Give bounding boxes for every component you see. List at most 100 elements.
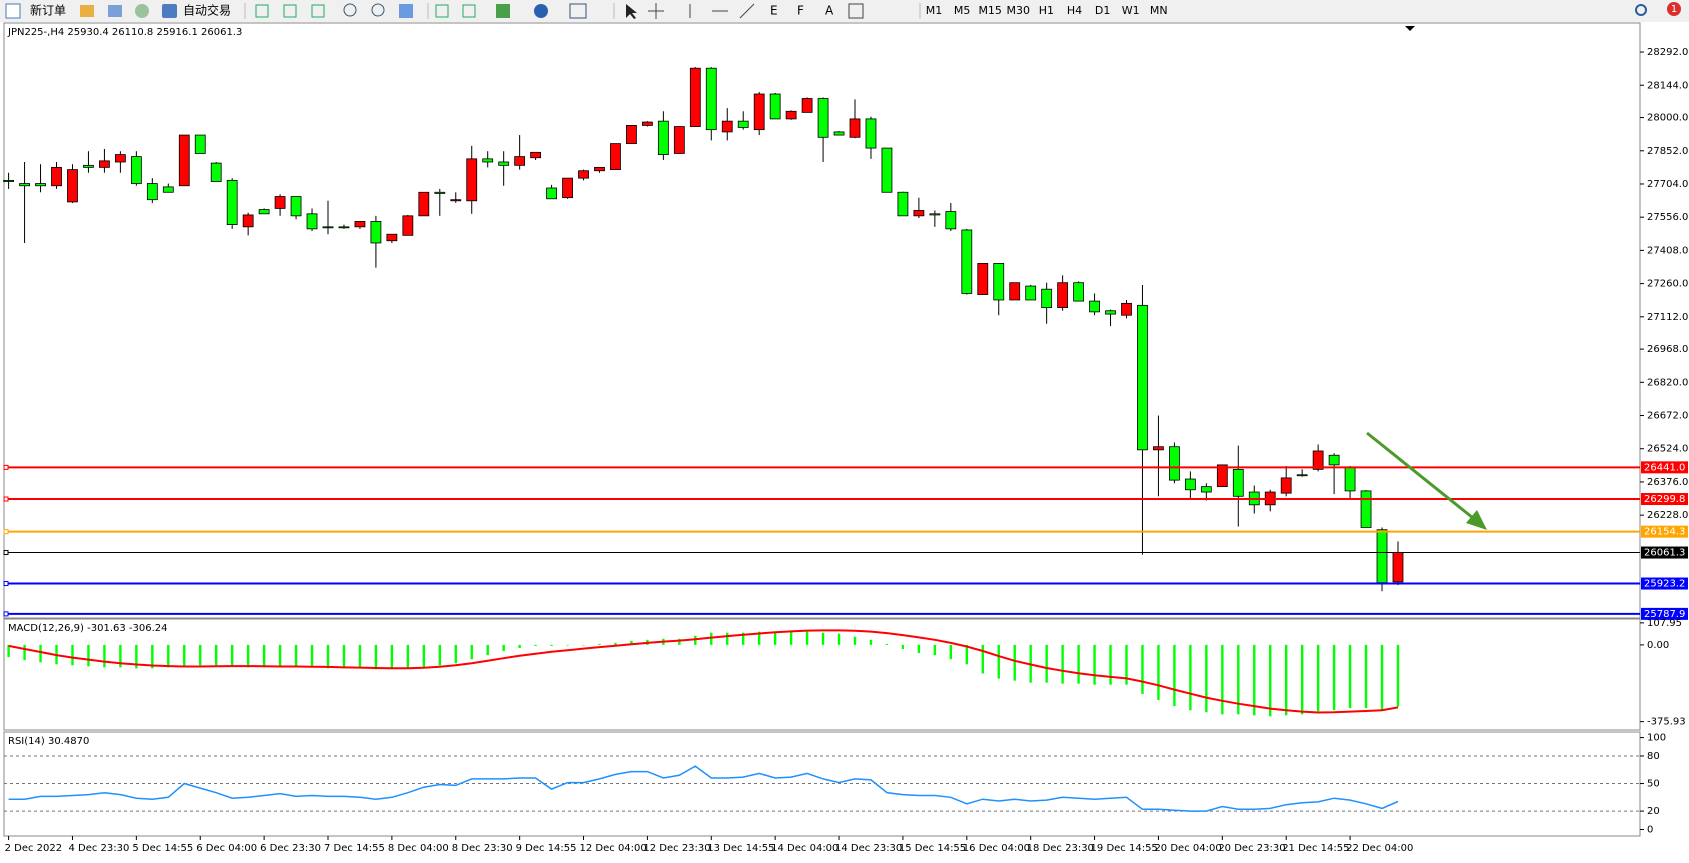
candle-body: [562, 177, 573, 199]
candle-body: [689, 67, 701, 127]
icon[interactable]: [311, 4, 325, 18]
candle-body: [386, 233, 398, 242]
candle-body: [1392, 552, 1404, 583]
histogram-bar: [502, 644, 505, 652]
icon[interactable]: [462, 4, 476, 18]
price-level-handle: [3, 611, 9, 617]
timeframe-button[interactable]: MN: [1150, 4, 1168, 17]
tool-icon[interactable]: A: [825, 4, 834, 18]
auto-trading[interactable]: 自动交易: [183, 3, 231, 18]
histogram-bar: [390, 644, 394, 670]
candle-body: [83, 164, 94, 168]
y-tick-label: 26376.0: [1647, 477, 1688, 488]
new-order[interactable]: 新订单: [30, 3, 66, 18]
auto-trading-icon[interactable]: [162, 4, 177, 18]
histogram-bar: [566, 644, 569, 646]
histogram-bar: [39, 644, 42, 663]
candle-body: [737, 120, 749, 128]
tool-icon[interactable]: [848, 3, 864, 19]
price-level-label: 25923.2: [1644, 579, 1685, 590]
candle-body: [705, 67, 717, 131]
icon[interactable]: [371, 3, 385, 17]
tool-icon[interactable]: F: [797, 4, 804, 18]
histogram-bar: [1205, 644, 1208, 713]
histogram-bar: [518, 644, 521, 648]
icon[interactable]: [343, 3, 357, 17]
candle-body: [1169, 446, 1180, 481]
cursor-icon[interactable]: [626, 4, 637, 19]
price-level-handle: [3, 464, 9, 470]
price-level-handle: [3, 529, 9, 535]
icon[interactable]: [435, 4, 449, 18]
histogram-bar: [470, 644, 473, 660]
candle-body: [3, 179, 14, 182]
icon[interactable]: [496, 4, 510, 18]
price-level-box: [1641, 525, 1688, 538]
candle-body: [865, 118, 877, 149]
candle-body: [1153, 446, 1164, 451]
histogram-bar: [630, 640, 633, 645]
histogram-bar: [1332, 644, 1336, 711]
shift-marker: [1405, 26, 1415, 31]
notification-badge[interactable]: [1667, 2, 1681, 16]
x-tick-label: 20 Dec 04:00: [1154, 843, 1221, 854]
icon[interactable]: [135, 4, 149, 18]
candle-body: [769, 93, 781, 120]
tool-icon[interactable]: E: [770, 4, 778, 18]
histogram-bar: [1173, 644, 1176, 707]
price-level-handle: [3, 550, 9, 556]
x-tick-label: 8 Dec 04:00: [388, 843, 449, 854]
histogram-bar: [1316, 644, 1320, 712]
candle-body: [402, 215, 414, 236]
candle-body: [1137, 304, 1148, 451]
candle-body: [35, 183, 46, 187]
timeframe-button[interactable]: M30: [1007, 4, 1031, 17]
histogram-bar: [1285, 644, 1288, 716]
candle-body: [801, 98, 813, 113]
panel-title: RSI(14) 30.4870: [8, 736, 89, 747]
candle-body: [961, 229, 973, 294]
histogram-bar: [294, 644, 298, 668]
timeframe-button[interactable]: D1: [1095, 4, 1110, 17]
timeframe-button[interactable]: H4: [1067, 4, 1082, 17]
new-order-icon[interactable]: [5, 3, 21, 19]
plots: JPN225-,H4 25930.4 26110.8 25916.1 26061…: [3, 27, 1688, 854]
histogram-bar: [1237, 644, 1240, 715]
icon[interactable]: [80, 5, 94, 17]
icon[interactable]: [283, 4, 297, 18]
icon[interactable]: [108, 5, 122, 17]
y-tick-label: 27852.0: [1647, 146, 1688, 157]
icon[interactable]: [255, 4, 269, 18]
timeframe-button[interactable]: M15: [978, 4, 1002, 17]
price-level-label: 26154.3: [1644, 527, 1685, 538]
candle-body: [1200, 486, 1212, 493]
icon[interactable]: [569, 3, 587, 19]
candle-body: [242, 214, 254, 228]
trendline-icon[interactable]: [739, 3, 755, 19]
timeframe-button[interactable]: W1: [1122, 4, 1140, 17]
y-tick-label: 0.00: [1647, 640, 1669, 651]
price-level-box: [1641, 577, 1688, 590]
histogram-bar: [550, 644, 553, 646]
histogram-bar: [278, 644, 282, 668]
toolbar-bg: [0, 0, 1689, 22]
candle-body: [178, 134, 190, 187]
histogram-bar: [23, 644, 26, 661]
icon[interactable]: [399, 4, 413, 18]
candle-body: [146, 183, 158, 201]
icon[interactable]: [534, 4, 548, 18]
search-icon[interactable]: [1635, 4, 1647, 16]
candle-body: [785, 110, 797, 120]
x-tick-label: 5 Dec 14:55: [132, 843, 193, 854]
timeframe-button[interactable]: M5: [954, 4, 971, 17]
timeframe-button[interactable]: M1: [926, 4, 943, 17]
histogram-bar: [1253, 644, 1256, 716]
histogram-bar: [837, 633, 841, 645]
y-tick-label: 27704.0: [1647, 179, 1688, 190]
candle-body: [67, 169, 78, 203]
candle-body: [929, 213, 941, 216]
timeframe-button[interactable]: H1: [1039, 4, 1054, 17]
histogram-bar: [949, 644, 953, 660]
x-tick-label: 16 Dec 04:00: [963, 843, 1030, 854]
